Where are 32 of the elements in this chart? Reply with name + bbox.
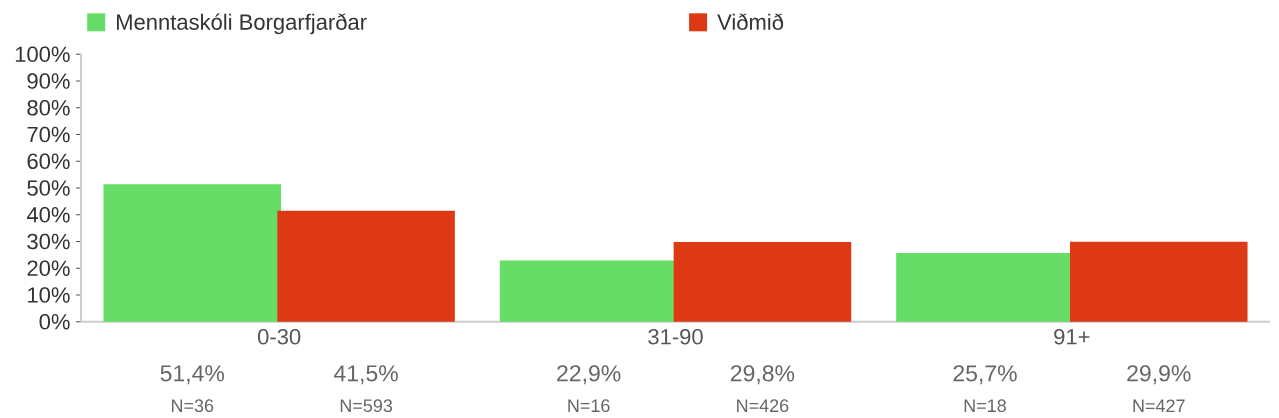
data-label: 25,7% xyxy=(953,365,1017,385)
y-tick-label: 20% xyxy=(27,260,70,277)
y-tick-label: 60% xyxy=(27,153,70,170)
bar xyxy=(1069,241,1248,322)
text: N=36 xyxy=(171,399,214,413)
y-tick-label: 90% xyxy=(27,73,70,89)
y-tick-label: 50% xyxy=(27,180,70,196)
y-tick-label: 40% xyxy=(26,206,70,223)
bar xyxy=(103,184,282,322)
y-tick-label: 100% xyxy=(15,46,70,63)
x-tick-label: 31-90 xyxy=(648,328,703,345)
text: N=426 xyxy=(737,399,789,413)
text: N=18 xyxy=(964,399,1006,413)
bar xyxy=(673,242,852,322)
data-label: 41,5% xyxy=(334,365,398,385)
data-label: 51,4% xyxy=(160,365,225,385)
y-tick-label: 70% xyxy=(27,126,70,143)
data-label: 29,8% xyxy=(730,365,795,385)
data-label: 22,9% xyxy=(557,365,621,385)
y-tick-label: 10% xyxy=(28,287,70,303)
text: N=16 xyxy=(568,399,610,413)
y-tick-label: 30% xyxy=(27,233,70,250)
text: N=427 xyxy=(1133,399,1185,412)
data-label: 29,9% xyxy=(1127,365,1191,385)
bar xyxy=(277,210,455,322)
legend-label: Menntaskóli Borgarfjarðar xyxy=(117,13,367,35)
y-tick-label: 80% xyxy=(27,99,70,116)
x-tick-label: 91+ xyxy=(1054,328,1090,345)
x-tick-label: 0-30 xyxy=(258,328,301,345)
text: N=593 xyxy=(340,399,393,413)
legend-label: Viðmið xyxy=(717,13,784,30)
y-tick-label: 0% xyxy=(39,313,70,330)
